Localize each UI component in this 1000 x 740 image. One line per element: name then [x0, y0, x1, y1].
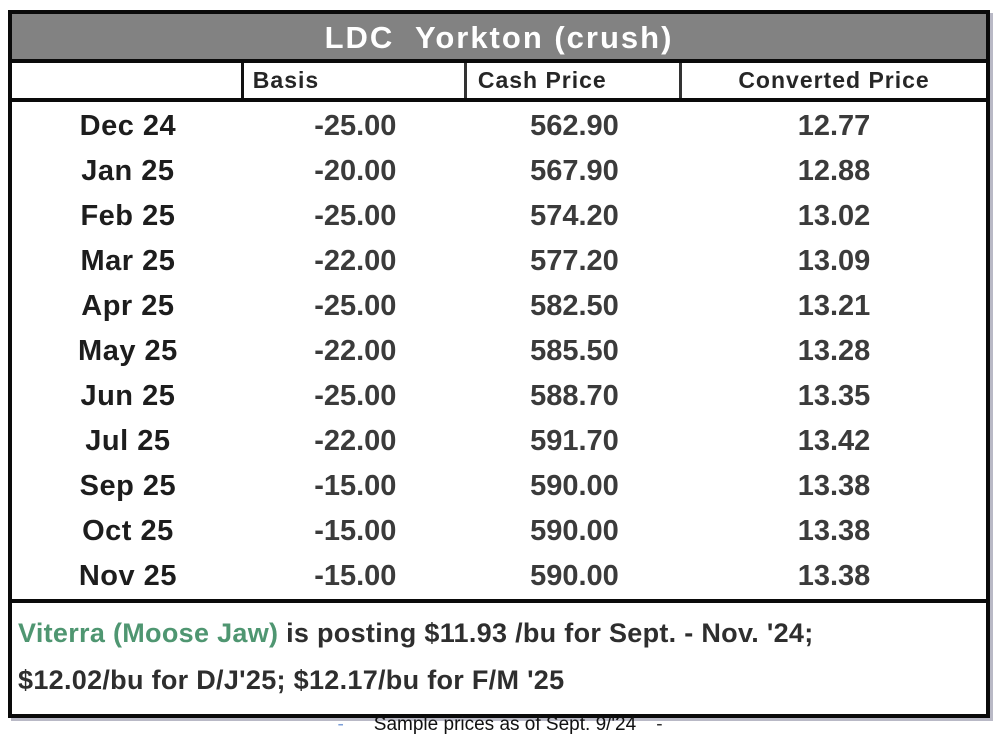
table-row: Apr 25 -25.00 582.50 13.21 — [12, 284, 986, 329]
table-body: Dec 24 -25.00 562.90 12.77 Jan 25 -20.00… — [12, 102, 986, 599]
cash-price-cell: 590.00 — [530, 515, 619, 547]
basis-cell: -15.00 — [314, 515, 397, 547]
table-row: Mar 25 -22.00 577.20 13.09 — [12, 239, 986, 284]
cash-price-cell: 588.70 — [530, 380, 619, 412]
header-month — [12, 63, 244, 98]
table-title: LDC Yorkton (crush) — [12, 14, 986, 63]
viterra-note-line2: $12.02/bu for D/J'25; $12.17/bu for F/M … — [18, 665, 565, 695]
viterra-highlight: Viterra (Moose Jaw) — [18, 618, 279, 648]
viterra-note-line1: Viterra (Moose Jaw) is posting $11.93 /b… — [18, 610, 980, 657]
month-cell: Jan 25 — [81, 155, 175, 187]
basis-cell: -25.00 — [314, 110, 397, 142]
converted-price-cell: 13.09 — [797, 245, 871, 277]
table-row: Dec 24 -25.00 562.90 12.77 — [12, 104, 986, 149]
cash-price-cell: 567.90 — [530, 155, 619, 187]
table-row: Jun 25 -25.00 588.70 13.35 — [12, 374, 986, 419]
caption-left-dash: - — [337, 714, 344, 735]
table-row: Sep 25 -15.00 590.00 13.38 — [12, 464, 986, 509]
month-cell: Jul 25 — [85, 425, 171, 457]
month-cell: Apr 25 — [81, 290, 175, 322]
converted-price-cell: 13.28 — [797, 335, 871, 367]
cash-price-cell: 585.50 — [530, 335, 619, 367]
table-header-row: Basis Cash Price Converted Price — [12, 63, 986, 102]
table-row: May 25 -22.00 585.50 13.28 — [12, 329, 986, 374]
cash-price-cell: 590.00 — [530, 470, 619, 502]
basis-cell: -25.00 — [314, 290, 397, 322]
month-cell: Feb 25 — [80, 200, 176, 232]
month-cell: Dec 24 — [79, 110, 177, 142]
table-row: Jan 25 -20.00 567.90 12.88 — [12, 149, 986, 194]
viterra-note-line1-rest: is posting $11.93 /bu for Sept. - Nov. '… — [278, 618, 814, 648]
converted-price-cell: 13.42 — [797, 425, 871, 457]
month-cell: Jun 25 — [80, 380, 176, 412]
basis-cell: -22.00 — [314, 425, 397, 457]
month-cell: Mar 25 — [80, 245, 176, 277]
basis-cell: -20.00 — [314, 155, 397, 187]
month-cell: Nov 25 — [78, 560, 177, 592]
basis-cell: -15.00 — [314, 470, 397, 502]
caption-text: Sample prices as of Sept. 9/'24 — [373, 714, 637, 735]
cash-price-cell: 562.90 — [530, 110, 619, 142]
converted-price-cell: 12.88 — [797, 155, 871, 187]
sample-prices-caption: - Sample prices as of Sept. 9/'24- — [0, 714, 1000, 736]
converted-price-cell: 13.02 — [797, 200, 871, 232]
basis-cell: -22.00 — [314, 245, 397, 277]
basis-cell: -15.00 — [314, 560, 397, 592]
table-row: Oct 25 -15.00 590.00 13.38 — [12, 509, 986, 554]
converted-price-cell: 13.35 — [797, 380, 871, 412]
basis-cell: -22.00 — [314, 335, 397, 367]
converted-price-cell: 13.21 — [797, 290, 871, 322]
viterra-note: Viterra (Moose Jaw) is posting $11.93 /b… — [12, 599, 986, 714]
price-table-sheet: LDC Yorkton (crush) Basis Cash Price Con… — [8, 10, 990, 718]
header-basis: Basis — [244, 63, 467, 98]
table-row: Feb 25 -25.00 574.20 13.02 — [12, 194, 986, 239]
table-row: Jul 25 -22.00 591.70 13.42 — [12, 419, 986, 464]
cash-price-cell: 582.50 — [530, 290, 619, 322]
cash-price-cell: 591.70 — [530, 425, 619, 457]
converted-price-cell: 12.77 — [797, 110, 871, 142]
cash-price-cell: 577.20 — [530, 245, 619, 277]
basis-cell: -25.00 — [314, 380, 397, 412]
basis-cell: -25.00 — [314, 200, 397, 232]
table-row: Nov 25 -15.00 590.00 13.38 — [12, 554, 986, 599]
caption-right-dash: - — [656, 714, 663, 735]
cash-price-cell: 590.00 — [530, 560, 619, 592]
month-cell: May 25 — [78, 335, 178, 367]
month-cell: Sep 25 — [79, 470, 177, 502]
converted-price-cell: 13.38 — [797, 515, 871, 547]
header-cash-price: Cash Price — [467, 63, 683, 98]
header-converted-price: Converted Price — [738, 67, 930, 93]
month-cell: Oct 25 — [82, 515, 174, 547]
cash-price-cell: 574.20 — [530, 200, 619, 232]
converted-price-cell: 13.38 — [797, 560, 871, 592]
converted-price-cell: 13.38 — [797, 470, 871, 502]
